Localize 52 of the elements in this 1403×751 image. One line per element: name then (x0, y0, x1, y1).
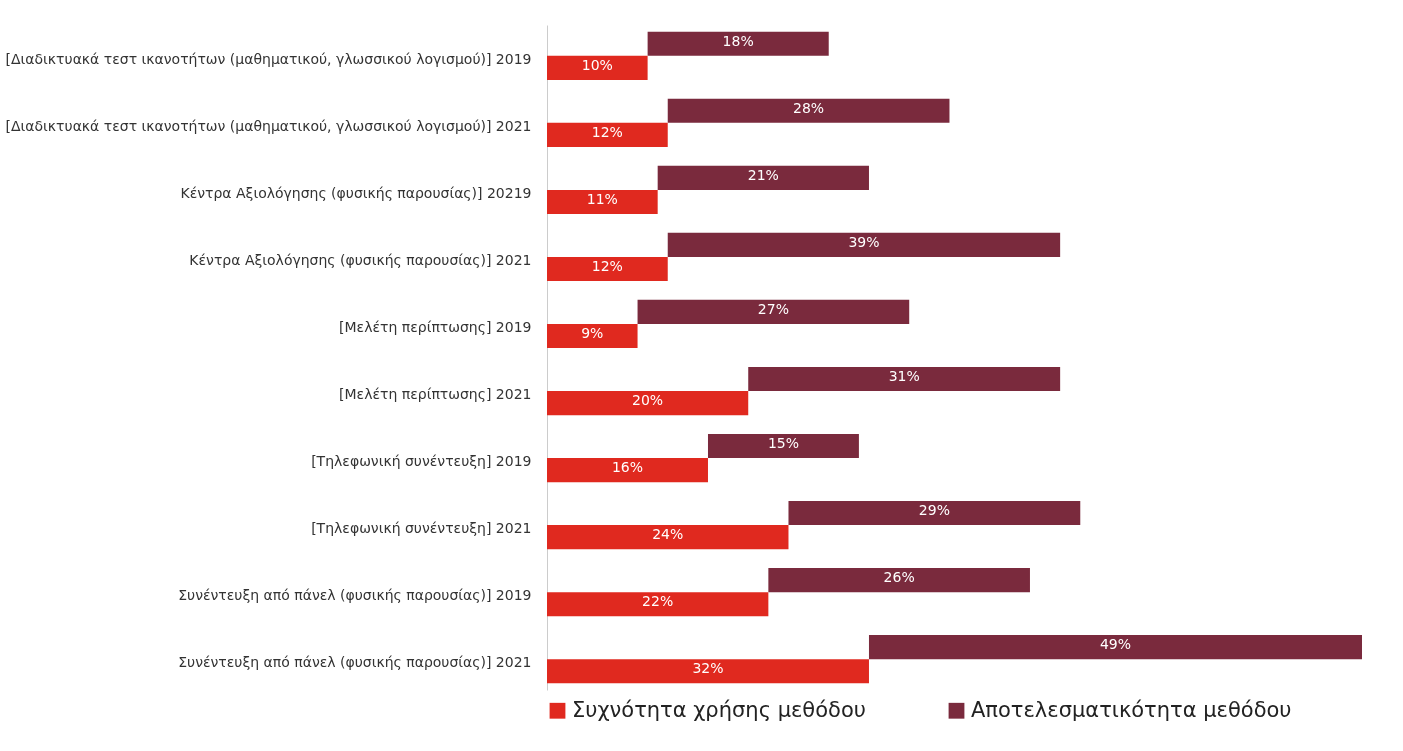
bar (788, 500, 1081, 526)
y-tick-label: [Τηλεφωνική συνέντευξη] 2021 (311, 520, 532, 537)
bar (547, 55, 648, 80)
bar (768, 567, 1030, 593)
y-tick-label: [Μελέτη περίπτωσης] 2019 (339, 318, 532, 335)
y-tick-label: [Διαδικτυακά τεστ ικανοτήτων (μαθηματικού, γλωσσικού λογισμού)] 2019 (5, 50, 532, 67)
bar (707, 433, 859, 459)
data-label: 49% (1099, 636, 1132, 653)
data-label: 31% (888, 367, 920, 384)
data-label: 16% (611, 459, 644, 476)
data-label: 20% (632, 392, 664, 409)
bar (657, 165, 869, 190)
data-label: 12% (591, 123, 623, 140)
data-label: 29% (918, 502, 950, 519)
data-label: 11% (586, 190, 618, 207)
bar (547, 659, 869, 684)
bar (637, 299, 910, 324)
bar (547, 458, 708, 483)
y-tick-label: Συνέντευξη από πάνελ (φυσικής παρουσίας)] 2019 (178, 587, 532, 604)
data-label: 15% (767, 434, 800, 451)
data-label: 12% (591, 258, 623, 275)
data-label: 21% (747, 166, 779, 183)
y-tick-label: [Διαδικτυακά τεστ ικανοτήτων (μαθηματικού, γλωσσικού λογισμού)] 2021 (5, 117, 532, 134)
bar (868, 635, 1362, 660)
bar (647, 31, 829, 56)
y-tick-label: Κέντρα Αξιολόγησης (φυσικής παρουσίας)] 2021 (189, 251, 532, 268)
bar (667, 232, 1061, 257)
data-label: 32% (692, 660, 724, 677)
data-label: 39% (848, 233, 880, 250)
y-tick-label: [Μελέτη περίπτωσης] 2021 (339, 386, 532, 403)
data-label: 10% (581, 56, 613, 73)
bar (547, 525, 789, 550)
data-label: 22% (642, 593, 674, 610)
bar (748, 366, 1061, 392)
legend-label: Συχνότητα χρήσης μεθόδου (572, 697, 866, 722)
data-label: 9% (581, 325, 604, 342)
y-tick-label: [Τηλεφωνική συνέντευξη] 2019 (311, 453, 532, 470)
bar (547, 592, 769, 617)
data-label: 26% (883, 569, 915, 586)
data-label: 27% (757, 300, 789, 317)
legend-label: Αποτελεσματικότητα μεθόδου (971, 697, 1292, 722)
data-label: 18% (722, 32, 754, 49)
bar (547, 256, 668, 282)
bar (547, 122, 668, 148)
bar (547, 189, 658, 215)
bar (547, 391, 749, 416)
data-label: 28% (793, 99, 825, 116)
data-label: 24% (652, 526, 684, 543)
y-tick-label: Κέντρα Αξιολόγησης (φυσικής παρουσίας)] 20219 (180, 184, 532, 201)
y-tick-label: Συνέντευξη από πάνελ (φυσικής παρουσίας)] 2021 (178, 654, 532, 671)
bar (667, 98, 950, 123)
bar (547, 323, 638, 349)
